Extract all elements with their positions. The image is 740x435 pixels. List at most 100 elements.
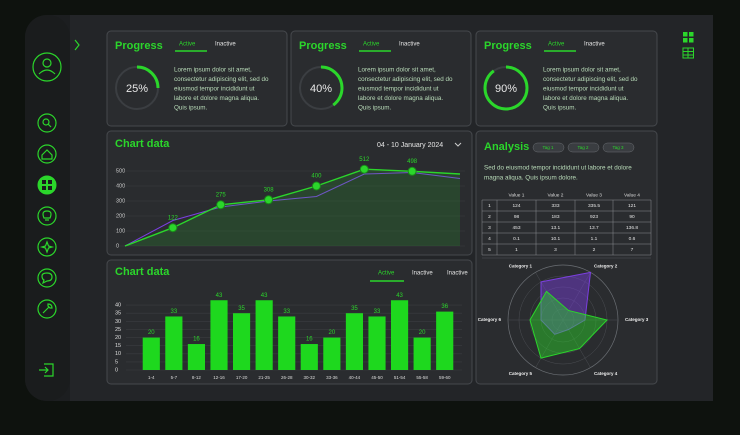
tag-pill[interactable]	[567, 142, 600, 153]
bar	[210, 300, 228, 370]
y-tick-label: 10	[115, 351, 121, 357]
progress-arc	[298, 65, 344, 111]
card-title: Progress	[484, 40, 532, 52]
tab[interactable]: Active	[548, 42, 565, 48]
search-icon	[42, 118, 50, 126]
effects-button[interactable]	[37, 237, 57, 257]
card-text: labore et dolore magna aliqua.	[358, 95, 443, 102]
y-tick-label: 25	[115, 327, 121, 333]
chart-title: Chart data	[115, 266, 170, 278]
table-header: Value 3	[586, 192, 602, 198]
profile-icon	[38, 69, 56, 75]
y-tick-label: 200	[116, 213, 125, 219]
table-cell: 2	[593, 247, 596, 253]
point	[216, 200, 226, 210]
tag: Tag 1	[542, 145, 554, 150]
table-cell: 1.1	[591, 236, 598, 242]
dashboard-icon	[48, 180, 52, 184]
y-tick-label: 15	[115, 343, 121, 349]
card-text: consectetur adipiscing elit, sed do	[543, 76, 638, 83]
dashboard-icon	[48, 186, 52, 190]
tab[interactable]: Inactive	[584, 42, 605, 48]
line-series	[124, 171, 461, 247]
grid-view-icon[interactable]	[683, 38, 688, 43]
progress-value: 90%	[495, 83, 517, 95]
data-label: 20	[419, 330, 426, 336]
dropdown-chevron[interactable]	[454, 142, 462, 147]
search-button[interactable]	[37, 113, 57, 133]
tag-pill[interactable]	[532, 142, 565, 153]
card-text: Sed do eiusmod tempor incididunt ut labo…	[484, 165, 632, 172]
data-label: 275	[216, 192, 227, 198]
grid-view-icon[interactable]	[683, 32, 688, 37]
x-tick-label: 8-12	[192, 375, 202, 380]
x-tick-label: 21-25	[258, 375, 270, 380]
data-label: 498	[407, 159, 418, 165]
table-cell: 7	[631, 247, 634, 253]
data-label: 122	[168, 215, 179, 221]
date-range[interactable]: 04 - 10 January 2024	[377, 142, 443, 149]
point	[264, 195, 274, 205]
data-label: 16	[306, 337, 313, 343]
dashboard-button[interactable]	[37, 175, 57, 195]
ideas-button[interactable]	[37, 206, 57, 226]
y-tick-label: 30	[115, 319, 121, 325]
table-cell: 10.1	[551, 236, 561, 242]
card-text: Lorem ipsum dolor sit amet,	[358, 67, 436, 74]
dashboard-icon	[42, 186, 46, 190]
data-label: 33	[374, 309, 381, 315]
radar-label: Category 1	[509, 263, 533, 268]
grid-view-icon[interactable]	[689, 32, 694, 37]
settings-button[interactable]	[37, 299, 57, 319]
profile-icon	[42, 58, 52, 68]
tab[interactable]: Active	[378, 271, 395, 277]
y-tick-label: 400	[116, 183, 125, 189]
progress-value: 40%	[310, 83, 332, 95]
grid-view-icon[interactable]	[689, 38, 694, 43]
bar	[165, 316, 183, 370]
analysis-card	[475, 130, 658, 385]
data-label: 33	[283, 309, 290, 315]
table-cell: 121	[628, 203, 636, 209]
bar	[142, 337, 160, 370]
bar	[187, 344, 206, 370]
radar-label: Category 6	[478, 317, 502, 322]
point	[359, 164, 369, 174]
expand-sidebar[interactable]	[74, 39, 80, 51]
tag-pill[interactable]	[602, 142, 635, 153]
tag: Tag 2	[577, 145, 589, 150]
table-cell: 124	[512, 203, 520, 209]
table-cell: 3	[488, 225, 491, 231]
table-cell: 1	[488, 203, 491, 209]
card-text: consectetur adipiscing elit, sed do	[174, 76, 269, 83]
point	[407, 166, 417, 176]
tab[interactable]: Inactive	[215, 42, 236, 48]
tab[interactable]: Inactive	[412, 271, 433, 277]
bar	[390, 300, 409, 370]
tab[interactable]: Inactive	[399, 42, 420, 48]
y-tick-label: 0	[115, 367, 118, 373]
home-button[interactable]	[37, 144, 57, 164]
tab[interactable]: Active	[363, 42, 380, 48]
y-tick-label: 35	[115, 311, 121, 317]
table-cell: 923	[590, 214, 598, 220]
data-label: 33	[171, 309, 178, 315]
tab[interactable]: Inactive	[447, 271, 468, 277]
y-tick-label: 100	[116, 228, 125, 234]
y-tick-label: 300	[116, 198, 125, 204]
chat-icon	[41, 272, 53, 285]
bar	[436, 311, 454, 370]
table-cell: 90	[629, 214, 635, 220]
radar-spoke	[562, 319, 591, 368]
radar-spoke	[535, 272, 564, 321]
profile-button[interactable]	[32, 52, 62, 82]
tab[interactable]: Active	[179, 42, 196, 48]
card-text: eiusmod tempor incididunt ut	[358, 86, 439, 93]
chat-button[interactable]	[37, 268, 57, 288]
chart-title: Chart data	[115, 138, 170, 150]
logout-button[interactable]	[39, 363, 54, 377]
radar-area	[540, 271, 592, 335]
bar	[323, 337, 341, 370]
data-label: 512	[359, 157, 370, 163]
table-header: Value 2	[548, 192, 564, 198]
